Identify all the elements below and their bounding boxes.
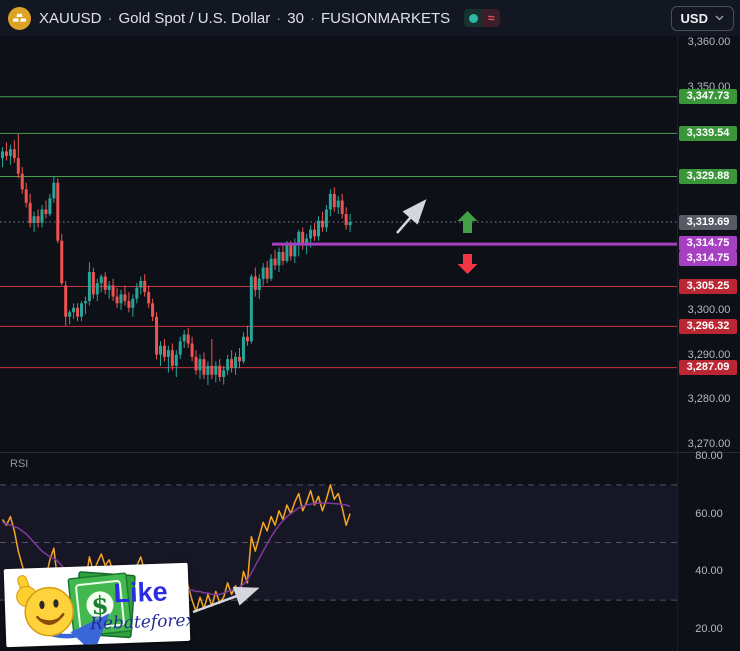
axis-tick: 60.00 — [695, 507, 723, 520]
dollar-sign: $ — [91, 591, 109, 621]
market-open-icon — [464, 9, 483, 27]
symbol-description: Gold Spot / U.S. Dollar — [118, 9, 271, 27]
price-label-red: 3,296.32 — [679, 319, 737, 334]
title-separator: · — [309, 9, 315, 27]
gold-symbol-icon — [8, 6, 31, 30]
axis-tick: 3,290.00 — [687, 348, 731, 361]
chart-header: XAUUSD · Gold Spot / U.S. Dollar · 30 · … — [0, 0, 740, 36]
axis-border — [677, 36, 678, 651]
symbol-name: XAUUSD — [39, 9, 102, 27]
currency-selector[interactable]: USD — [670, 5, 734, 31]
delayed-data-icon: ≈ — [482, 9, 501, 27]
axis-tick: 40.00 — [695, 565, 723, 578]
title-separator: · — [107, 9, 113, 27]
market-status-pill[interactable]: ≈ — [464, 9, 501, 27]
price-label-purple: 3,314.75 — [679, 236, 737, 251]
trend-arrow-main — [396, 199, 427, 234]
watermark-brand-text: Rebateforex — [89, 611, 191, 635]
up-block-arrow — [457, 211, 478, 233]
axis-tick: 80.00 — [695, 450, 723, 462]
axis-tick: 20.00 — [695, 623, 723, 635]
axis-tick: 3,360.00 — [687, 36, 731, 48]
chart-interval: 30 — [287, 9, 304, 27]
chevron-down-icon — [715, 15, 724, 21]
price-axis[interactable]: 3,360.00 3,350.00 3,300.00 3,290.00 3,280.00… — [678, 36, 740, 651]
thumbs-up-smiley-icon — [16, 575, 74, 637]
axis-tick: 3,270.00 — [687, 438, 731, 450]
candlesticks — [1, 133, 352, 386]
title-separator: · — [276, 9, 282, 27]
price-label-green: 3,329.88 — [679, 169, 737, 184]
watermark-like-text: Like — [113, 577, 168, 609]
down-block-arrow — [457, 254, 478, 274]
price-label-purple: 3,314.75 — [679, 251, 737, 266]
trend-arrow-rsi — [192, 586, 260, 614]
exchange-name: FUSIONMARKETS — [320, 9, 451, 27]
axis-tick: 3,280.00 — [687, 393, 731, 406]
price-level-lines — [0, 96, 678, 369]
symbol-title[interactable]: XAUUSD · Gold Spot / U.S. Dollar · 30 · … — [39, 10, 450, 27]
price-label-green: 3,339.54 — [679, 125, 737, 141]
annotation-arrows[interactable] — [192, 199, 478, 614]
rebateforex-watermark: $ Like Rebateforex — [3, 562, 196, 651]
rsi-indicator-label[interactable]: RSI — [10, 458, 29, 470]
axis-tick: 3,300.00 — [687, 304, 731, 316]
price-label-gray: 3,319.69 — [679, 214, 737, 230]
currency-value: USD — [680, 10, 708, 26]
price-label-red: 3,305.25 — [679, 279, 737, 294]
price-label-red: 3,287.09 — [679, 360, 737, 376]
price-label-green: 3,347.73 — [679, 89, 737, 105]
chart-canvas[interactable] — [0, 36, 678, 651]
pane-separator[interactable] — [0, 452, 740, 453]
